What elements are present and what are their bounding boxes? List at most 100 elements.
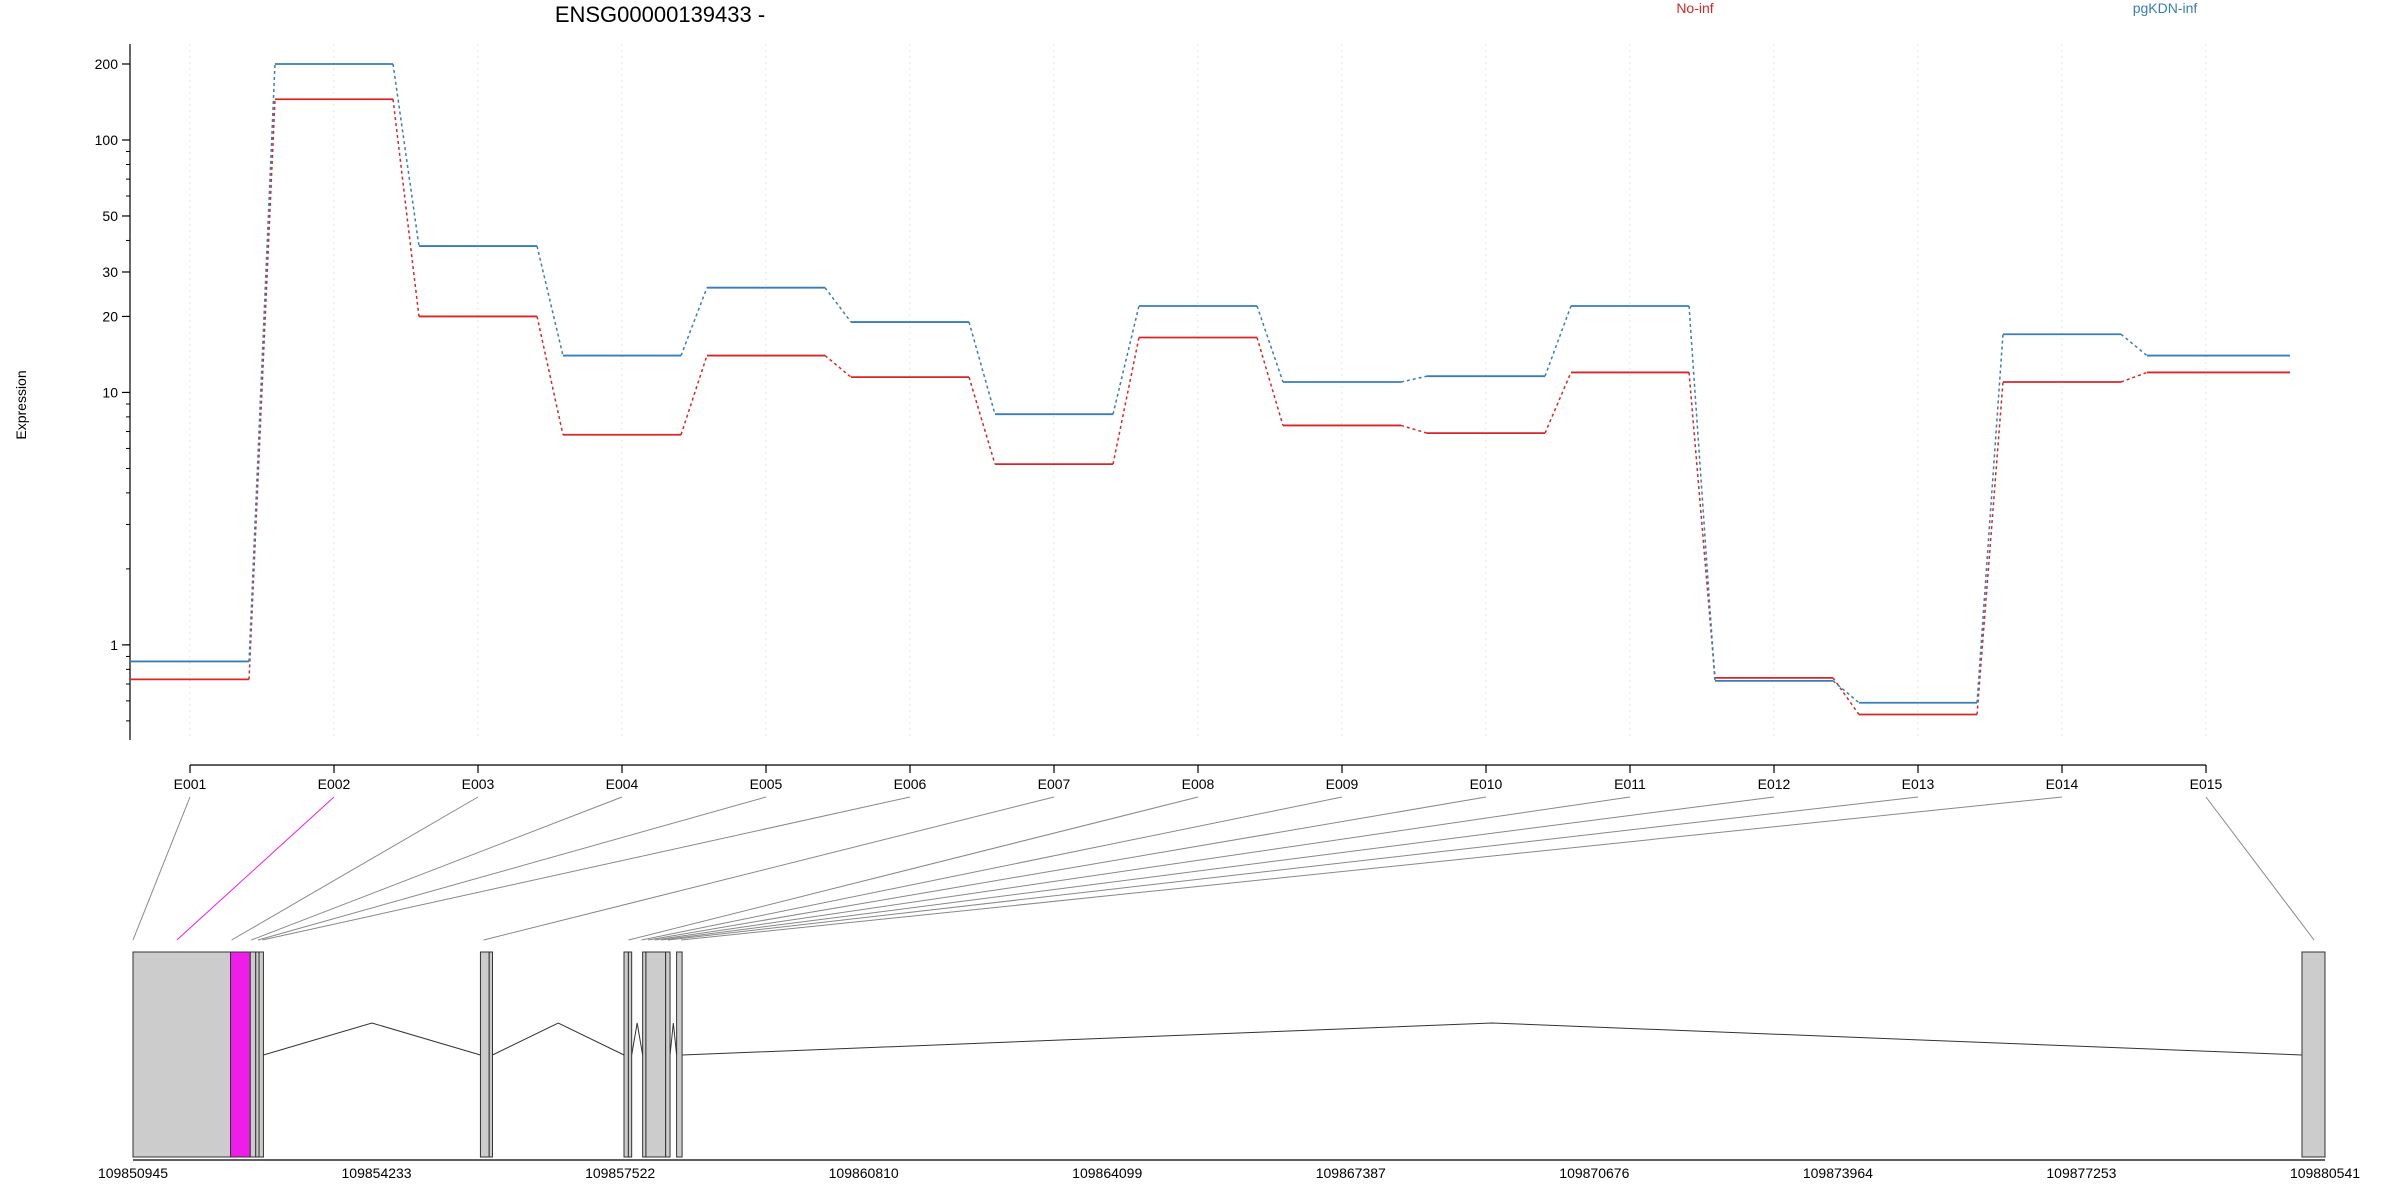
series-1-connector (680, 287, 708, 356)
y-tick-label: 20 (102, 308, 118, 324)
series-1-connector (536, 245, 564, 356)
series-1-connector (1400, 375, 1428, 383)
series-1-connector (824, 287, 852, 323)
connector-E004 (251, 796, 623, 941)
series-0-connector (680, 355, 708, 435)
y-tick-label: 100 (95, 132, 119, 148)
x-tick-label: E001 (174, 776, 207, 792)
coordinate-label: 109877253 (2046, 1165, 2116, 1181)
y-axis: 1 10 20 30 50 100 200 (95, 44, 131, 740)
series-0-connector (1976, 381, 2004, 715)
connector-E015 (2205, 796, 2315, 941)
connector-E010 (648, 796, 1487, 941)
connector-E002 (176, 796, 335, 941)
connector-E013 (667, 796, 1919, 941)
series-1-connector (2120, 333, 2148, 357)
x-tick-label: E003 (462, 776, 495, 792)
series-1-connector (1256, 305, 1284, 383)
exon (676, 951, 683, 1158)
coordinate-label: 109870676 (1559, 1165, 1629, 1181)
connector-E001 (132, 796, 191, 941)
x-tick-label: E005 (750, 776, 783, 792)
gene-model: 109850945 109854233 109857522 109860810 1098… (98, 951, 2360, 1181)
series-0-connector (392, 99, 420, 317)
coordinate-label: 109860810 (829, 1165, 899, 1181)
series-1-connector (968, 321, 996, 415)
exon (132, 951, 232, 1158)
legend-no-inf: No-inf (1676, 0, 1713, 16)
y-tick-label: 30 (102, 264, 118, 280)
y-tick-label: 10 (102, 384, 118, 400)
connector-E006 (262, 796, 911, 941)
series-0-connector (1544, 372, 1572, 434)
connector-E007 (483, 796, 1055, 941)
coordinate-label: 109850945 (98, 1165, 168, 1181)
series-1-connector (1976, 334, 2004, 703)
series-0-connector (1832, 677, 1860, 715)
connector-E012 (661, 796, 1775, 941)
series-0-connector (1256, 337, 1284, 426)
x-tick-label: E008 (1182, 776, 1215, 792)
x-tick-label: E013 (1902, 776, 1935, 792)
exon (479, 951, 490, 1158)
intron (682, 1022, 2303, 1056)
x-tick-label: E007 (1038, 776, 1071, 792)
x-tick-label: E006 (894, 776, 927, 792)
y-tick-label: 200 (95, 56, 119, 72)
connector-E005 (257, 796, 767, 941)
exon (258, 951, 264, 1158)
exon-highlighted (230, 951, 251, 1158)
exon (488, 951, 493, 1158)
intron (263, 1022, 481, 1056)
chart-title: ENSG00000139433 - (555, 2, 765, 27)
coordinate-label: 109867387 (1316, 1165, 1386, 1181)
x-tick-label: E012 (1758, 776, 1791, 792)
coordinate-label: 109854233 (342, 1165, 412, 1181)
coordinate-label: 109880541 (2290, 1165, 2360, 1181)
y-axis-label: Expression (13, 370, 29, 439)
intron (492, 1022, 625, 1056)
grid (189, 44, 2207, 740)
y-tick-label: 1 (110, 637, 118, 653)
connector-E009 (641, 796, 1343, 941)
x-tick-label: E015 (2190, 776, 2223, 792)
series-1-connector (248, 63, 276, 662)
x-axis: E001 E002 E003 E004 E005 E006 E007 E008 E009 E010… (174, 764, 2223, 792)
exon (645, 951, 667, 1158)
coordinate-label: 109873964 (1803, 1165, 1873, 1181)
intron (669, 1022, 678, 1056)
coordinate-label: 109857522 (585, 1165, 655, 1181)
series-0-connector (2120, 371, 2148, 383)
x-tick-label: E004 (606, 776, 639, 792)
coordinate-label: 109864099 (1072, 1165, 1142, 1181)
y-tick-label: 50 (102, 208, 118, 224)
series-1-connector (1688, 305, 1716, 681)
exon (623, 951, 629, 1158)
x-tick-label: E002 (318, 776, 351, 792)
series-0-connector (536, 316, 564, 435)
series-1-connector (392, 63, 420, 247)
series-0-connector (968, 376, 996, 465)
series-1-connector (1544, 305, 1572, 377)
connector-E008 (628, 796, 1199, 941)
legend-pgkdn-inf: pgKDN-inf (2133, 0, 2198, 16)
x-tick-label: E011 (1614, 776, 1646, 792)
x-tick-label: E014 (2046, 776, 2079, 792)
exon (2301, 951, 2326, 1158)
intron (631, 1022, 644, 1056)
connector-E011 (654, 796, 1631, 941)
series-lines (130, 63, 2290, 716)
series-0-connector (1400, 424, 1428, 434)
x-tick-label: E010 (1470, 776, 1503, 792)
exon-connectors (132, 796, 2315, 941)
connector-E003 (231, 796, 479, 941)
x-tick-label: E009 (1326, 776, 1359, 792)
series-0-connector (824, 354, 852, 378)
series-1-connector (1112, 305, 1140, 415)
exon (665, 951, 671, 1158)
series-0-connector (248, 99, 276, 680)
connector-E014 (680, 796, 2063, 941)
exon (249, 951, 257, 1158)
exon (627, 951, 633, 1158)
